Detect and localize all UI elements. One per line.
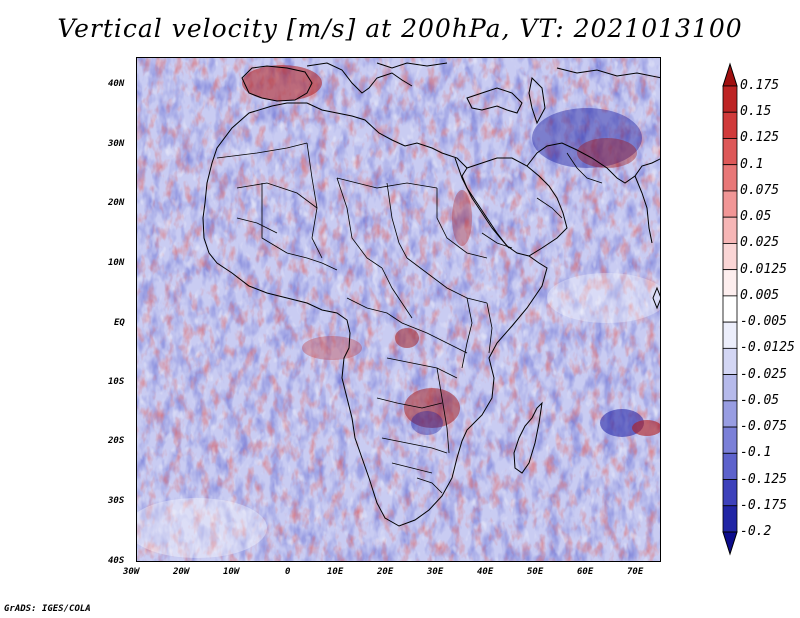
field-neutral-texture	[137, 58, 660, 561]
colorbar-tick-label: -0.0125	[740, 340, 795, 356]
colorbar-segment	[722, 85, 738, 113]
lat-tick-label: 40S	[108, 556, 125, 566]
lon-tick-label: 30E	[427, 567, 444, 577]
lon-tick-label: 20E	[377, 567, 394, 577]
colorbar-tick-label: -0.1	[740, 445, 772, 461]
colorbar-tick-label: -0.025	[740, 366, 787, 382]
lat-tick-label: 20S	[108, 436, 125, 446]
colorbar-tick-label: 0.15	[740, 104, 772, 120]
map-plot-area	[136, 57, 661, 562]
lon-tick-label: 50E	[527, 567, 544, 577]
colorbar-tick-label: 0.075	[740, 182, 780, 198]
colorbar-segment	[722, 295, 738, 323]
colorbar-tick-label: 0.005	[740, 287, 780, 303]
colorbar-tick-label: 0.05	[740, 209, 772, 225]
colorbar-segment	[722, 479, 738, 507]
colorbar-tick-label: 0.125	[740, 130, 780, 146]
colorbar-tick-label: 0.0125	[740, 261, 787, 277]
colorbar-segment	[722, 269, 738, 297]
lat-tick-label: 30N	[108, 139, 125, 149]
colorbar-tick-label: -0.075	[740, 419, 787, 435]
colorbar-segment	[722, 452, 738, 480]
colorbar-tick-label: -0.2	[740, 524, 772, 539]
colorbar-segment	[722, 190, 738, 218]
lon-tick-label: 30W	[123, 567, 140, 577]
lon-tick-label: 70E	[627, 567, 644, 577]
colorbar-tick-label: 0.175	[740, 78, 780, 93]
colorbar-segment	[722, 216, 738, 244]
colorbar-tick-label: 0.1	[740, 156, 764, 172]
lon-tick-label: 60E	[577, 567, 594, 577]
footer-credit: GrADS: IGES/COLA	[4, 604, 91, 614]
colorbar-tick-label: 0.025	[740, 235, 780, 251]
country-borders	[216, 142, 603, 494]
colorbar-segment	[722, 111, 738, 139]
lat-tick-label: 40N	[108, 79, 125, 89]
lat-tick-label: 10N	[108, 258, 125, 268]
colorbar-segment	[722, 164, 738, 192]
lon-tick-label: 0	[285, 567, 291, 577]
colorbar-segment	[722, 347, 738, 375]
velocity-field-map	[137, 58, 660, 561]
colorbar-segment	[722, 400, 738, 428]
lon-tick-label: 10E	[327, 567, 344, 577]
colorbar-tick-label: -0.125	[740, 471, 787, 487]
colorbar-tick-label: -0.05	[740, 392, 780, 408]
colorbar-min-arrow	[722, 531, 738, 556]
colorbar-segment	[722, 426, 738, 454]
lon-tick-label: 10W	[223, 567, 240, 577]
plot-title: Vertical velocity [m/s] at 200hPa, VT: 2…	[57, 14, 743, 43]
colorbar-segment	[722, 321, 738, 349]
coastlines	[202, 62, 660, 527]
colorbar-max-arrow	[722, 62, 738, 87]
intense-cells	[137, 65, 660, 558]
lon-tick-label: 40E	[477, 567, 494, 577]
lat-tick-label: 30S	[108, 496, 125, 506]
colorbar-segment	[722, 505, 738, 533]
colorbar-segment	[722, 243, 738, 271]
lat-tick-label: 10S	[108, 377, 125, 387]
lat-tick-label: 20N	[108, 198, 125, 208]
lat-tick-label: EQ	[114, 318, 125, 328]
lon-tick-label: 20W	[173, 567, 190, 577]
colorbar-tick-label: -0.175	[740, 497, 787, 513]
colorbar-segment	[722, 138, 738, 166]
colorbar-tick-label: -0.005	[740, 314, 787, 330]
colorbar-segment	[722, 374, 738, 402]
